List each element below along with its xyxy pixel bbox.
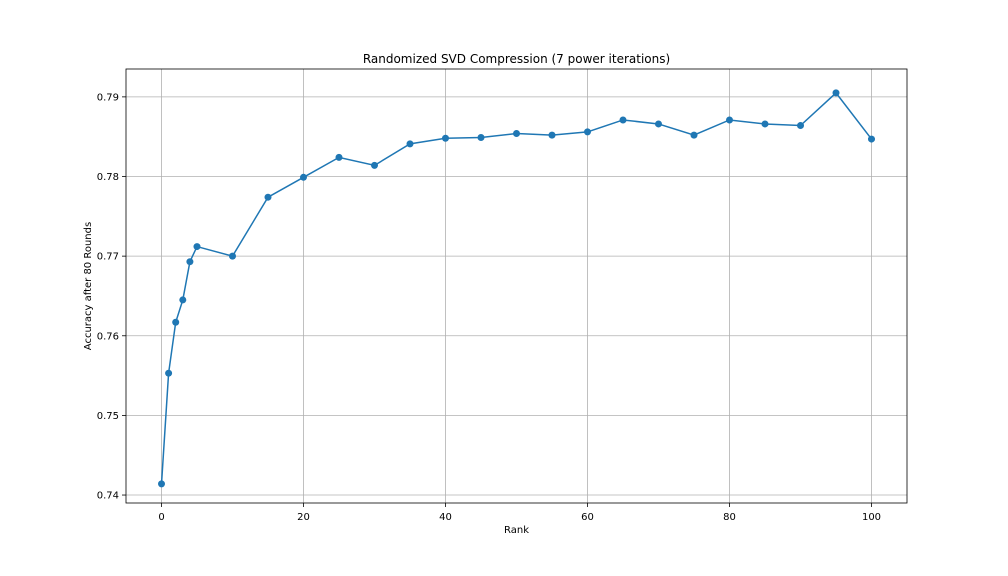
plot-frame — [125, 68, 908, 504]
data-point — [619, 116, 627, 124]
data-point — [655, 120, 662, 128]
y-tick-label: 0.79 — [97, 92, 119, 103]
data-point — [832, 89, 840, 97]
x-tick-label: 80 — [723, 512, 736, 523]
data-point — [229, 252, 236, 260]
data-point — [172, 318, 180, 326]
data-point — [477, 133, 485, 141]
y-tick-label: 0.77 — [97, 252, 119, 263]
x-axis-label: Rank — [504, 525, 529, 536]
y-tick-label: 0.78 — [97, 172, 119, 183]
data-point — [264, 193, 272, 201]
data-point — [335, 153, 343, 161]
chart-title: Randomized SVD Compression (7 power iter… — [363, 52, 670, 66]
x-tick-label: 40 — [439, 512, 452, 523]
x-tick-label: 100 — [862, 512, 881, 523]
data-point — [371, 161, 378, 169]
data-point — [300, 173, 307, 181]
data-point — [690, 131, 698, 139]
data-point — [513, 130, 520, 138]
data-point — [442, 134, 449, 142]
y-tick-label: 0.74 — [97, 491, 119, 502]
data-point — [726, 116, 733, 124]
x-tick-label: 20 — [297, 512, 310, 523]
data-point — [406, 140, 414, 148]
data-point — [548, 131, 556, 139]
data-point — [186, 258, 194, 266]
data-point — [158, 480, 165, 488]
data-point — [193, 243, 201, 251]
data-point — [179, 296, 187, 304]
data-point — [761, 120, 769, 128]
data-point — [165, 369, 173, 377]
series-markers — [158, 89, 875, 488]
data-point — [797, 122, 804, 130]
data-point — [584, 128, 591, 136]
x-tick-label: 0 — [158, 512, 164, 523]
y-axis-label: Accuracy after 80 Rounds — [83, 222, 94, 350]
data-point — [868, 135, 875, 143]
y-tick-label: 0.75 — [97, 411, 119, 422]
axis-ticks — [122, 96, 872, 507]
x-tick-label: 60 — [581, 512, 594, 523]
y-tick-label: 0.76 — [97, 331, 119, 342]
